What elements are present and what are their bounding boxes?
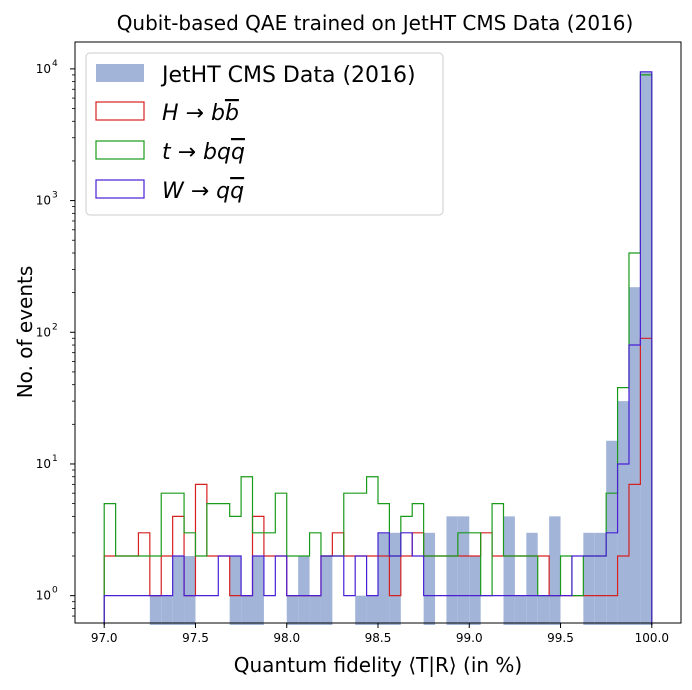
bar-0-46 xyxy=(628,287,641,625)
bar-0-5 xyxy=(161,595,173,625)
chart-title: Qubit-based QAE trained on JetHT CMS Dat… xyxy=(117,11,634,35)
series-3 xyxy=(103,71,653,625)
bar-0-24 xyxy=(378,532,390,625)
bar-0-42 xyxy=(583,532,595,625)
x-axis-label: Quantum fidelity ⟨T|R⟩ (in %) xyxy=(234,653,522,677)
y-tick-label: 10 xyxy=(36,325,51,339)
bar-0-6 xyxy=(172,556,185,625)
bar-0-22 xyxy=(355,595,367,625)
bar-0-31 xyxy=(457,516,470,625)
bar-0-17 xyxy=(298,556,310,625)
bar-0-32 xyxy=(469,556,481,625)
legend-label-top-bar: q xyxy=(231,140,245,165)
bar-0-11 xyxy=(229,556,242,625)
bar-0-37 xyxy=(526,532,538,625)
y-tick-label: 10 xyxy=(36,589,51,603)
bar-0-18 xyxy=(309,595,321,625)
bar-0-25 xyxy=(389,532,401,625)
x-tick-label: 100.0 xyxy=(635,631,669,645)
x-tick-label: 97.5 xyxy=(182,631,209,645)
bar-0-38 xyxy=(537,595,550,625)
bar-0-43 xyxy=(594,532,607,625)
legend-label-jetht: JetHT CMS Data (2016) xyxy=(160,63,416,88)
y-tick-exponent: 1 xyxy=(52,454,58,464)
x-tick-label: 97.0 xyxy=(91,631,118,645)
legend-label-w: W → qq xyxy=(162,179,244,204)
legend-swatch-higgs xyxy=(95,101,145,121)
bar-0-39 xyxy=(549,516,561,625)
x-tick-label: 99.5 xyxy=(547,631,574,645)
x-tick-label: 98.0 xyxy=(273,631,300,645)
bar-0-12 xyxy=(241,595,253,625)
plot-area xyxy=(74,41,682,626)
bar-0-28 xyxy=(423,532,436,625)
bar-0-30 xyxy=(446,516,458,625)
y-tick-label: 10 xyxy=(36,457,51,471)
legend-label-top: t → bqq xyxy=(162,140,245,165)
legend-label-higgs: H → bb xyxy=(162,101,239,126)
bar-0-23 xyxy=(366,595,378,625)
legend-swatch-jetht xyxy=(96,64,144,82)
bar-0-19 xyxy=(320,556,333,625)
bar-0-35 xyxy=(503,516,515,625)
bar-0-36 xyxy=(514,595,527,625)
legend-swatch-top xyxy=(95,140,145,160)
legend-label-w-bar: q xyxy=(230,179,244,204)
y-tick-exponent: 2 xyxy=(52,322,58,332)
legend-frame xyxy=(85,52,444,216)
series-layer xyxy=(103,71,653,626)
y-tick-exponent: 4 xyxy=(52,59,58,69)
bar-0-13 xyxy=(252,556,264,625)
bar-0-47 xyxy=(640,71,652,626)
y-tick-exponent: 3 xyxy=(52,191,58,201)
bar-0-4 xyxy=(149,595,162,625)
legend: JetHT CMS Data (2016) H → bb t → bqq W →… xyxy=(85,52,444,216)
y-tick-label: 10 xyxy=(36,194,51,208)
legend-label-higgs-bar: b xyxy=(225,101,239,126)
bar-0-7 xyxy=(184,556,196,625)
y-tick-label: 10 xyxy=(36,62,51,76)
bar-0-16 xyxy=(286,595,299,625)
x-axis-ticks: 97.0 97.5 98.0 98.5 99.0 99.5 100.0 xyxy=(91,623,669,645)
bar-0-45 xyxy=(617,401,629,625)
x-tick-label: 99.0 xyxy=(456,631,483,645)
y-axis-label: No. of events xyxy=(13,266,37,399)
x-tick-label: 98.5 xyxy=(365,631,392,645)
legend-swatch-w xyxy=(95,179,145,199)
step-line-3 xyxy=(103,71,653,625)
y-tick-exponent: 0 xyxy=(52,586,58,596)
